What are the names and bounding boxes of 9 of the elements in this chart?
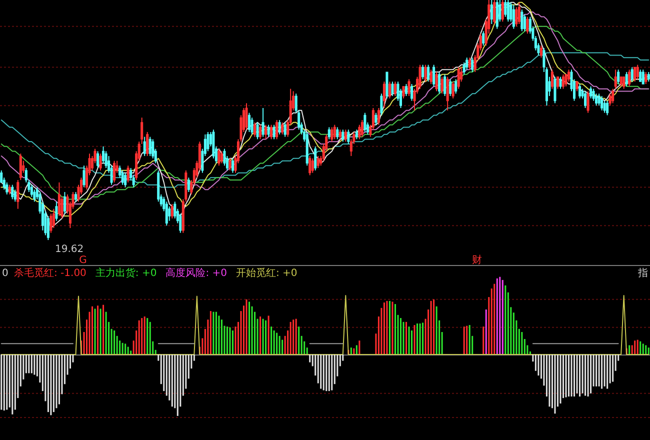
text: 高度风险: +0	[166, 267, 228, 279]
text: 主力出货: +0	[95, 267, 157, 279]
annotation: 0	[2, 268, 8, 279]
text: 19.62	[55, 244, 84, 255]
text: 开始觅红: +0	[236, 267, 298, 279]
text: G	[79, 255, 87, 266]
text: 杀毛觅红: -1.00	[14, 267, 86, 279]
text: 财	[472, 254, 482, 266]
annotation: 指	[637, 267, 648, 279]
